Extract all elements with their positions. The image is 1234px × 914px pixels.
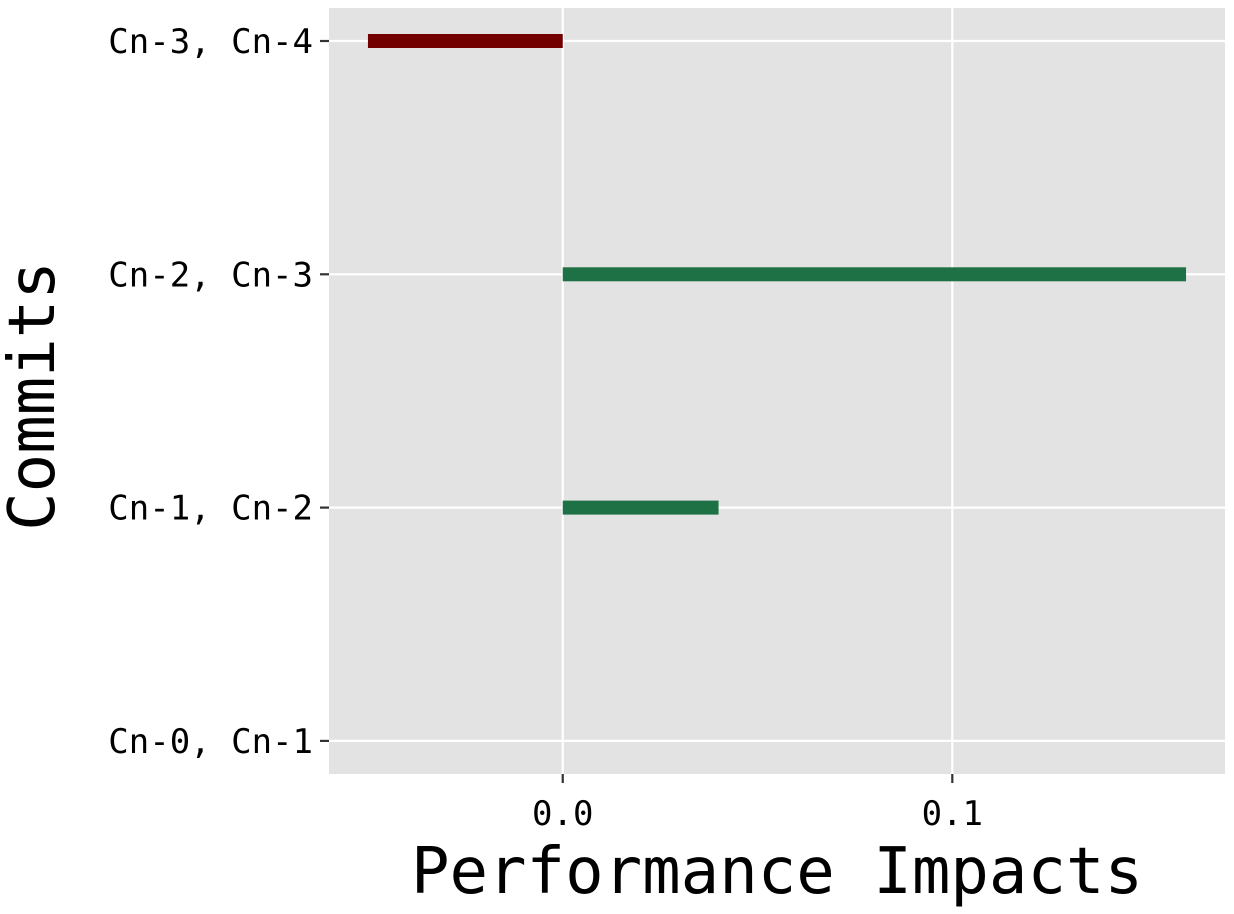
bar bbox=[562, 500, 719, 515]
x-tick-label: 0.0 bbox=[532, 794, 593, 834]
bar bbox=[562, 267, 1187, 282]
bars bbox=[367, 34, 1187, 515]
bar bbox=[367, 34, 563, 48]
y-tick-label: Cn-2, Cn-3 bbox=[108, 255, 313, 295]
x-axis-ticks: 0.0 0.1 bbox=[532, 774, 983, 834]
y-axis-ticks: Cn-3, Cn-4 Cn-2, Cn-3 Cn-1, Cn-2 Cn-0, Cn-1 bbox=[108, 22, 329, 762]
y-tick-label: Cn-0, Cn-1 bbox=[108, 722, 313, 762]
plot-panel bbox=[329, 8, 1225, 774]
grid-lines bbox=[329, 8, 1225, 774]
y-tick-label: Cn-1, Cn-2 bbox=[108, 489, 313, 529]
y-axis-title: Commits bbox=[0, 261, 70, 531]
x-axis-title: Performance Impacts bbox=[411, 835, 1143, 909]
x-tick-label: 0.1 bbox=[922, 794, 983, 834]
y-tick-label: Cn-3, Cn-4 bbox=[108, 22, 313, 62]
